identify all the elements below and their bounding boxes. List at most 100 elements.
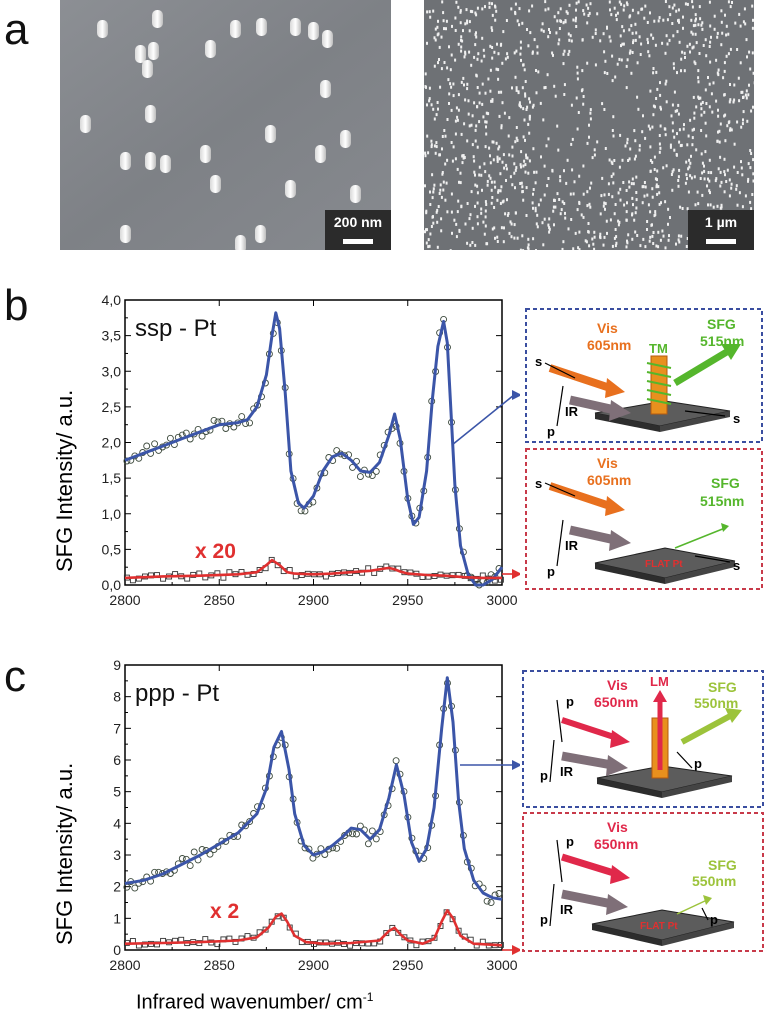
nanorod-dot [441,171,444,174]
nanorod-dot [708,105,711,109]
nanorod-dot [661,229,664,233]
nanorod-dot [450,210,453,214]
nanorod-dot [649,145,652,149]
nanorod-dot [497,90,500,94]
nanorod-dot [750,152,753,155]
nanorod-dot [525,214,528,217]
nanorod [322,30,333,48]
nanorod-dot [558,198,561,201]
nanorod-dot [676,109,679,113]
nanorod-dot [638,35,641,39]
nanorod-dot [522,249,525,250]
nanorod-dot [714,179,717,183]
nanorod-dot [651,195,654,199]
x-tick-label: 2800 [109,957,140,973]
nanorod-dot [682,26,684,30]
nanorod-dot [692,95,695,99]
nanorod [135,45,146,63]
nanorod-dot [430,143,433,147]
nanorod [285,180,296,198]
nanorod-dot [647,41,649,45]
nanorod-dot [681,50,684,54]
nanorod-dot [551,51,554,55]
nanorod-dot [587,6,590,10]
nanorod-dot [675,242,677,246]
data-point-nanorod [198,432,206,440]
fit-line-blue [124,311,504,587]
nanorod-dot [662,18,665,22]
nanorod-dot [658,202,661,206]
nanorod-dot [425,241,428,245]
nanorod-dot [741,173,744,177]
nanorod [235,235,246,250]
pol-in-label: s [535,354,542,369]
nanorod-dot [653,155,656,159]
x-tick-label: 2800 [109,592,140,608]
nanorod-dot [587,230,590,234]
nanorod-dot [690,30,693,34]
nanorod-dot [498,145,501,149]
nanorod-dot [500,185,503,189]
nanorod-dot [563,93,566,96]
nanorod-dot [741,122,744,126]
nanorod-dot [424,151,427,155]
nanorod-dot [519,52,522,56]
nanorod-dot [625,64,628,68]
nanorod-dot [701,193,704,197]
nanorod-dot [468,124,471,128]
nanorod-dot [664,246,667,250]
nanorod-dot [437,107,439,111]
nanorod-dot [688,158,691,162]
nanorod-dot [577,246,580,250]
nanorod-dot [747,162,750,166]
sfg-wavelength: 515nm [700,333,744,349]
nanorod-dot [454,16,457,20]
nanorod-dot [664,82,667,86]
nanorod-dot [584,239,587,243]
nanorod-dot [675,153,678,156]
nanorod-dot [618,57,621,61]
nanorod-dot [537,203,540,207]
nanorod-dot [733,142,736,146]
vis-label: Vis [597,455,618,471]
nanorod-dot [634,22,637,26]
nanorod-dot [502,30,505,34]
nanorod-dot [437,32,440,36]
nanorod-dot [445,19,448,23]
nanorod-dot [567,227,570,231]
nanorod-dot [720,9,723,13]
nanorod-dot [505,163,508,167]
nanorod-dot [518,101,521,105]
nanorod-dot [700,23,703,27]
nanorod-dot [515,88,518,92]
nanorod-dot [485,242,488,246]
nanorod-dot [500,90,503,94]
nanorod-dot [478,165,481,169]
nanorod-dot [691,5,694,9]
nanorod-dot [668,234,670,238]
sfg-wavelength: 515nm [700,493,744,509]
nanorod-dot [469,9,472,13]
nanorod-dot [501,61,504,65]
nanorod-dot [521,86,524,90]
nanorod-dot [599,39,602,43]
nanorod-dot [646,21,649,24]
nanorod-dot [724,139,727,143]
nanorod-dot [468,29,471,33]
nanorod-dot [461,154,464,158]
nanorod-dot [680,57,683,61]
nanorod-dot [432,221,435,225]
pol-ir-label: p [547,424,555,439]
nanorod-dot [519,182,522,185]
nanorod-dot [473,159,476,163]
nanorod-dot [569,34,572,38]
nanorod-dot [504,212,507,216]
nanorod-dot [682,15,684,19]
nanorod-dot [555,31,558,35]
nanorod-dot [622,29,625,33]
nanorod-dot [685,245,688,248]
ir-label: IR [565,404,579,419]
nanorod-dot [648,54,651,58]
nanorod-dot [514,211,517,215]
nanorod-dot [436,25,439,29]
